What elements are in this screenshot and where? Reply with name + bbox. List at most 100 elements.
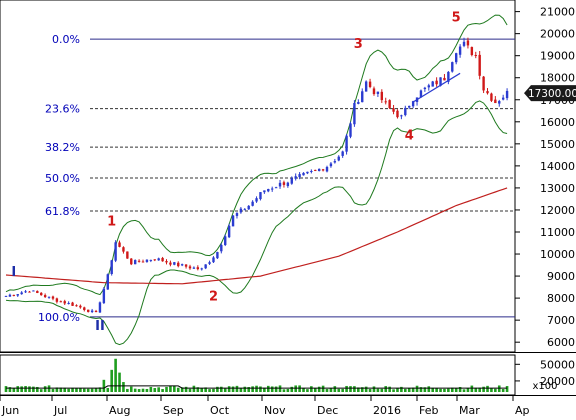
volume-bar [282, 389, 286, 392]
candle-body [454, 53, 458, 63]
wave-label: 1 [107, 214, 116, 229]
fib-level-label: 38.2% [45, 141, 80, 154]
candle-body [380, 91, 384, 101]
volume-bar [227, 386, 231, 392]
candle-body [271, 188, 274, 190]
volume-bar [376, 388, 380, 392]
candle-body [392, 108, 395, 112]
candle-body [32, 290, 35, 292]
volume-bar [12, 388, 16, 392]
candle-body [404, 107, 407, 116]
candle-body [329, 163, 333, 167]
volume-bar [415, 385, 419, 392]
candle-body [423, 87, 427, 90]
candle-body [294, 176, 297, 179]
volume-bar [290, 386, 294, 392]
volume-bar [220, 386, 223, 392]
volume-bar [333, 386, 337, 392]
candle-body [83, 307, 86, 310]
volume-bar [454, 388, 458, 392]
volume-bar [39, 389, 43, 392]
candle-body [153, 259, 156, 261]
candle-body [200, 268, 203, 270]
candle-body [431, 81, 434, 87]
price-tick-label: 10000 [540, 248, 575, 261]
time-tick-label: Sep [163, 404, 184, 417]
trendline [412, 72, 461, 103]
price-tick-label: 11000 [540, 226, 575, 239]
volume-bar [274, 386, 278, 392]
candle-body [274, 187, 278, 189]
fib-level-label: 23.6% [45, 103, 80, 116]
candle-body [40, 292, 43, 296]
time-tick-label: Jul [53, 404, 67, 417]
volume-bar [47, 385, 51, 392]
candle-body [63, 301, 66, 304]
volume-bar [110, 369, 113, 392]
candle-body [310, 170, 313, 172]
candle-body [126, 251, 129, 259]
volume-bar [59, 387, 63, 392]
candle-body [106, 274, 109, 290]
candle-body [251, 201, 254, 206]
volume-bar [231, 386, 235, 392]
volume-bar [75, 388, 78, 392]
volume-bar [450, 387, 454, 392]
candle-body [474, 54, 477, 56]
candle-body [169, 262, 172, 265]
volume-bar [325, 388, 329, 392]
volume-bar [400, 386, 403, 392]
volume-bar [188, 388, 192, 392]
candle-body [435, 80, 438, 85]
volume-bar [86, 388, 90, 392]
volume-bar [28, 386, 31, 392]
volume-bar [329, 388, 333, 392]
volume-bar [16, 386, 20, 392]
bollinger-upper-band [5, 14, 508, 296]
candle-body [51, 296, 55, 299]
volume-bar [129, 386, 133, 392]
candle-body [43, 295, 47, 298]
fib-level-label: 100.0% [38, 311, 80, 324]
volume-bar [345, 385, 348, 392]
wave-label: 3 [354, 37, 363, 52]
price-tick-label: 9000 [547, 270, 575, 283]
candle-body [255, 198, 258, 202]
volume-bar [20, 386, 23, 392]
volume-bar [114, 358, 117, 392]
candle-body [325, 166, 329, 172]
price-tick-label: 6000 [547, 336, 575, 349]
volume-bar [505, 386, 509, 392]
volume-bar [149, 386, 153, 392]
volume-bar [137, 389, 141, 392]
candle-body [157, 258, 160, 261]
price-tick-label: 21000 [540, 6, 575, 19]
volume-bar [392, 389, 395, 392]
volume-bar [341, 388, 344, 392]
volume-bar [98, 387, 102, 392]
candle-body [110, 260, 113, 274]
candle-body [462, 41, 466, 46]
candle-body [79, 305, 82, 308]
candle-body [419, 90, 423, 98]
time-axis: Jun Jul Aug Sep Oct Nov Dec 2016 Feb Mar Ap [0, 395, 530, 417]
candle-body [177, 262, 180, 267]
volume-bar [419, 387, 423, 392]
long-moving-average [5, 187, 508, 285]
candle-body [302, 172, 305, 176]
candle-body [384, 101, 387, 103]
volume-bar [145, 388, 149, 392]
volume-bar [126, 388, 129, 392]
candle-body [141, 261, 145, 263]
volume-bar [208, 389, 211, 392]
volume-bar [411, 387, 415, 392]
candle-body [137, 260, 141, 262]
candle-body [184, 264, 188, 267]
candle-body [486, 91, 489, 94]
volume-bar [298, 385, 301, 392]
price-tick-label: 8000 [547, 292, 575, 305]
volume-bar [63, 387, 67, 392]
candle-body [208, 262, 211, 264]
volume-tick-label: 20000 [540, 375, 575, 388]
volume-bar [24, 386, 27, 392]
